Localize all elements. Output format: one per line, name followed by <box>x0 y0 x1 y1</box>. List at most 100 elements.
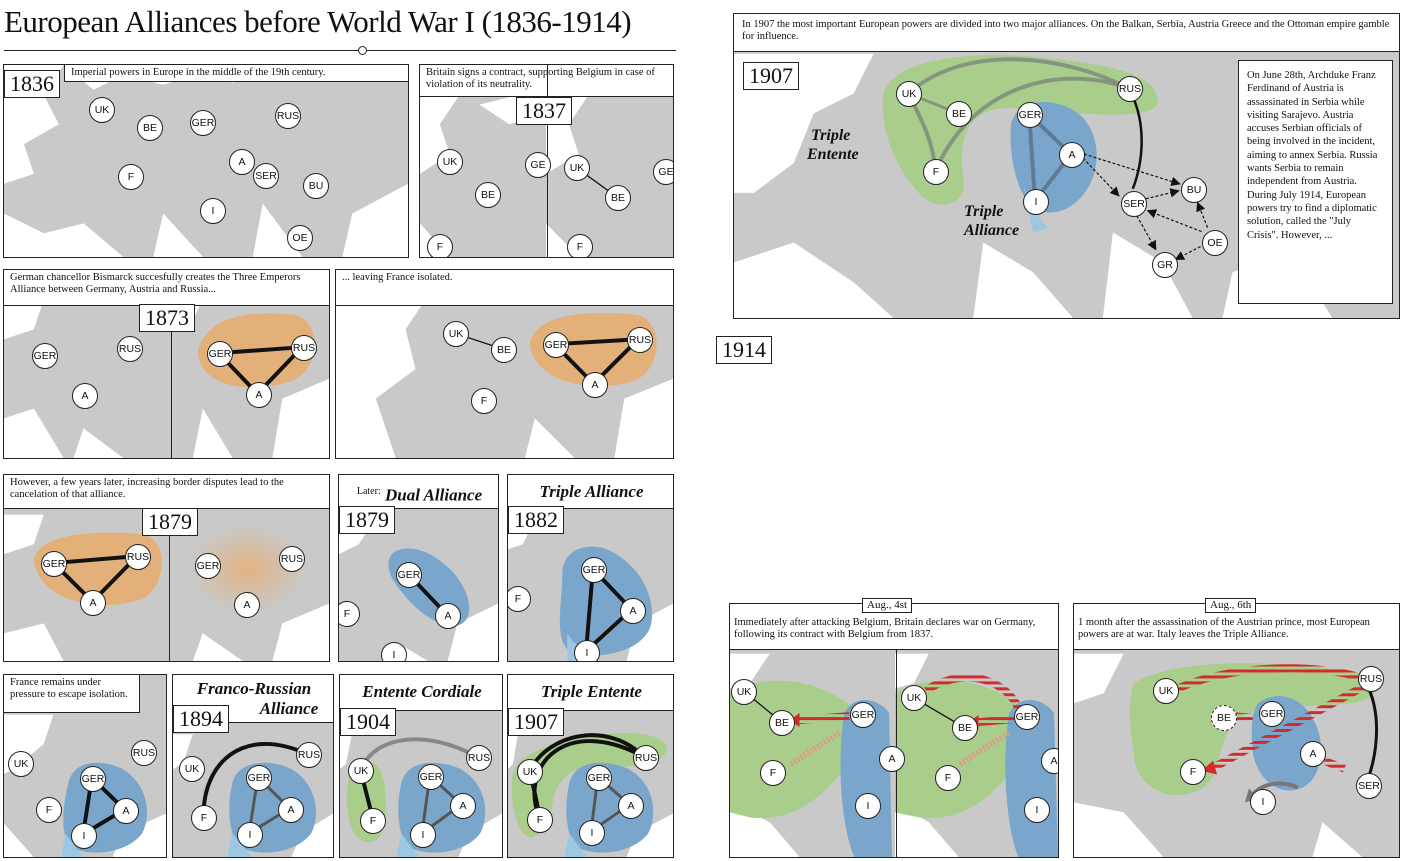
node-be: BE <box>491 337 517 363</box>
node-uk: UK <box>443 321 469 347</box>
year-badge-1914: 1914 <box>716 336 772 364</box>
node-rus: RUS <box>466 745 492 771</box>
year-badge: 1907 <box>743 62 799 90</box>
node-i: I <box>200 198 226 224</box>
year-badge: 1837 <box>516 97 572 125</box>
node-ger: GER <box>418 764 444 790</box>
node-ger: GER <box>1014 704 1040 730</box>
year-badge: 1879 <box>339 506 395 534</box>
node-ger: GER <box>41 551 67 577</box>
node-uk: UK <box>896 81 922 107</box>
europe-map <box>4 65 408 257</box>
panel-aug-4: Immediately after attacking Belgium, Bri… <box>729 603 1059 858</box>
year-badge: 1904 <box>340 708 396 736</box>
node-a: A <box>234 592 260 618</box>
node-a: A <box>80 590 106 616</box>
node-i: I <box>1250 789 1276 815</box>
frame-divider <box>169 509 170 661</box>
node-a: A <box>113 798 139 824</box>
node-uk: UK <box>348 758 374 784</box>
panel-1836: Imperial powers in Europe in the middle … <box>3 64 409 258</box>
panel-1907-main: In 1907 the most important European powe… <box>733 13 1400 319</box>
node-f: F <box>935 765 961 791</box>
panel-1837: Britain signs a contract, supporting Bel… <box>419 64 674 258</box>
node-rus: RUS <box>117 336 143 362</box>
page-title: European Alliances before World War I (1… <box>4 4 632 39</box>
panel-1879-dual-alliance: Later: Dual Alliance 1879 GER A F I <box>338 474 499 662</box>
year-badge: 1894 <box>173 705 229 733</box>
node-uk: UK <box>437 149 463 175</box>
node-ger: GER <box>581 557 607 583</box>
node-gr: GR <box>1152 252 1178 278</box>
node-ser: SER <box>1356 773 1382 799</box>
date-badge: Aug., 6th <box>1205 598 1257 613</box>
node-be: BE <box>946 101 972 127</box>
label-line: Alliance <box>964 222 1020 239</box>
node-a: A <box>1059 142 1085 168</box>
panel-1882-triple-alliance: Triple Alliance 1882 GER A I F <box>507 474 674 662</box>
node-f: F <box>760 760 786 786</box>
title-rule <box>4 50 676 51</box>
alliance-header: Later: Dual Alliance <box>339 475 498 509</box>
node-ger: GER <box>396 562 422 588</box>
label-line: Triple <box>964 203 1004 220</box>
contract-link <box>576 167 617 198</box>
node-uk: UK <box>517 759 543 785</box>
node-a: A <box>72 383 98 409</box>
node-rus: RUS <box>296 742 322 768</box>
node-uk: UK <box>731 679 757 705</box>
node-ger: GER <box>190 110 216 136</box>
caption: France remains under pressure to escape … <box>4 675 140 713</box>
node-be: BE <box>605 185 631 211</box>
title-rule-dot <box>358 46 367 55</box>
node-a: A <box>620 598 646 624</box>
node-oe: OE <box>287 225 313 251</box>
node-ger: GER <box>543 332 569 358</box>
node-a: A <box>435 603 461 629</box>
node-bu: BU <box>303 173 329 199</box>
caption: In 1907 the most important European powe… <box>734 14 1399 52</box>
caption: 1 month after the assassination of the A… <box>1074 604 1399 650</box>
node-f: F <box>1180 759 1206 785</box>
node-ger: GER <box>246 765 272 791</box>
node-rus: RUS <box>633 745 659 771</box>
node-a: A <box>229 149 255 175</box>
node-ger: GER <box>32 343 58 369</box>
node-ger: GER <box>1259 701 1285 727</box>
node-be: BE <box>952 715 978 741</box>
node-a: A <box>582 372 608 398</box>
node-rus: RUS <box>627 327 653 353</box>
caption: Imperial powers in Europe in the middle … <box>64 65 408 82</box>
node-uk: UK <box>8 751 34 777</box>
node-ger: GER <box>1017 102 1043 128</box>
node-ge: GE <box>653 159 673 185</box>
panel-1894-franco-russian: Franco-Russian Alliance 1894 UK RUS F GE… <box>172 674 334 858</box>
node-f: F <box>527 807 553 833</box>
node-uk: UK <box>1153 678 1179 704</box>
node-uk: UK <box>179 756 205 782</box>
caption: German chancellor Bismarck succesfully c… <box>4 270 329 306</box>
node-ger: GER <box>850 702 876 728</box>
node-i: I <box>855 793 881 819</box>
node-be-occupied: BE <box>1211 705 1237 731</box>
year-badge: 1836 <box>4 70 60 98</box>
node-f: F <box>191 805 217 831</box>
date-badge: Aug., 4st <box>862 598 913 613</box>
panel-aug-6: 1 month after the assassination of the A… <box>1073 603 1400 858</box>
panel-1904-entente-cordiale: Entente Cordiale 1904 UK RUS F GER A I <box>339 674 503 858</box>
node-be: BE <box>475 182 501 208</box>
node-i: I <box>579 820 605 846</box>
node-be: BE <box>137 115 163 141</box>
node-a: A <box>1300 741 1326 767</box>
node-f: F <box>36 797 62 823</box>
node-i: I <box>381 642 407 661</box>
node-i: I <box>71 823 97 849</box>
node-f: F <box>339 601 360 627</box>
header-prefix: Later: <box>356 486 381 497</box>
year-badge: 1879 <box>142 508 198 536</box>
node-f: F <box>508 586 531 612</box>
caption: ... leaving France isolated. <box>336 270 673 306</box>
node-i: I <box>574 640 600 661</box>
node-ge: GE <box>525 152 551 178</box>
node-a: A <box>618 793 644 819</box>
